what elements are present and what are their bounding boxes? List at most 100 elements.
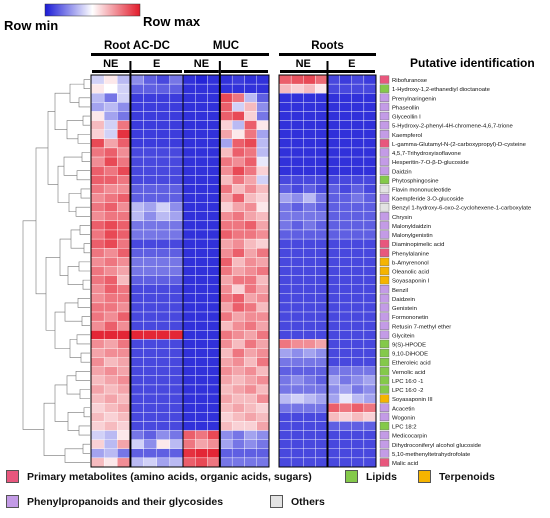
heatmap-cell bbox=[315, 384, 328, 395]
heatmap-cell bbox=[207, 193, 221, 203]
heatmap-cell bbox=[339, 384, 352, 395]
heatmap-cell bbox=[231, 74, 245, 85]
row-label: 9(S)-HPODE bbox=[392, 342, 426, 348]
heatmap-cell bbox=[278, 211, 292, 222]
heatmap-cell bbox=[278, 248, 292, 258]
row-label: L-gamma-Glutamyl-N-(2-carboxypropyl)-D-c… bbox=[392, 142, 527, 148]
category-swatch bbox=[379, 75, 390, 84]
heatmap-cell bbox=[315, 120, 328, 130]
heatmap-cell bbox=[143, 202, 157, 212]
heatmap-cell bbox=[231, 366, 245, 377]
heatmap-cell bbox=[256, 120, 270, 130]
heatmap-cell bbox=[363, 330, 377, 340]
heatmap-cell bbox=[169, 384, 184, 395]
heatmap-cell bbox=[363, 257, 377, 267]
heatmap-cell bbox=[130, 184, 144, 194]
category-swatch bbox=[379, 394, 390, 403]
heatmap-cell bbox=[278, 238, 292, 249]
heatmap-cell bbox=[327, 184, 340, 194]
heatmap-cell bbox=[363, 339, 377, 349]
heatmap-cell bbox=[156, 193, 171, 203]
heatmap-cell bbox=[169, 266, 184, 276]
heatmap-cell bbox=[117, 248, 131, 258]
heatmap-cell bbox=[231, 421, 245, 431]
heatmap-cell bbox=[182, 439, 196, 449]
heatmap-cell bbox=[169, 93, 184, 103]
heatmap-cell bbox=[256, 175, 270, 185]
heatmap-cell bbox=[117, 302, 131, 313]
dendrogram-branch bbox=[80, 352, 90, 363]
row-label: Daidzein bbox=[392, 297, 415, 303]
heatmap-cell bbox=[327, 439, 340, 449]
heatmap-cell bbox=[156, 430, 171, 440]
category-swatch bbox=[379, 157, 390, 166]
heatmap-cell bbox=[117, 147, 131, 158]
heatmap-cell bbox=[156, 366, 171, 377]
heatmap-cell bbox=[195, 430, 208, 440]
heatmap-cell bbox=[130, 348, 144, 358]
heatmap-cell bbox=[244, 430, 257, 440]
heatmap-cell bbox=[207, 138, 221, 149]
row-label: LPC 18:2 bbox=[392, 425, 417, 431]
heatmap-cell bbox=[244, 284, 257, 294]
heatmap-cell bbox=[315, 393, 328, 404]
heatmap-cell bbox=[219, 156, 233, 167]
heatmap-cell bbox=[231, 430, 245, 440]
heatmap-cell bbox=[219, 439, 233, 449]
heatmap-cell bbox=[130, 257, 144, 267]
row-label: LPC 16:0 -2 bbox=[392, 388, 423, 394]
category-swatch bbox=[379, 93, 390, 102]
heatmap-cell bbox=[244, 375, 257, 386]
heatmap-cell bbox=[195, 138, 208, 149]
heatmap-cell bbox=[169, 339, 184, 349]
subgroup-label: NE bbox=[103, 58, 118, 70]
heatmap-cell bbox=[231, 138, 245, 149]
heatmap-cell bbox=[363, 229, 377, 240]
heatmap-cell bbox=[327, 238, 340, 249]
heatmap-cell bbox=[117, 320, 131, 331]
heatmap-cell bbox=[290, 311, 304, 322]
dendrogram-branch bbox=[69, 83, 84, 103]
heatmap-cell bbox=[130, 238, 144, 249]
heatmap-cell bbox=[182, 430, 196, 440]
heatmap-cell bbox=[327, 393, 340, 404]
heatmap-cell bbox=[130, 220, 144, 231]
heatmap-cell bbox=[219, 220, 233, 231]
heatmap-cell bbox=[117, 384, 131, 395]
heatmap-cell bbox=[130, 439, 144, 449]
category-swatch bbox=[379, 385, 390, 394]
heatmap-cell bbox=[182, 238, 196, 249]
dendrogram-branch bbox=[78, 425, 90, 436]
row-label: Retusin 7-methyl ether bbox=[392, 324, 451, 330]
category-swatch bbox=[379, 330, 390, 339]
heatmap-cell bbox=[278, 74, 292, 85]
heatmap-cell bbox=[351, 257, 365, 267]
heatmap-cell bbox=[244, 439, 257, 449]
legend-item-others: Others bbox=[270, 495, 325, 508]
heatmap-cell bbox=[339, 229, 352, 240]
heatmap-cell bbox=[278, 384, 292, 395]
heatmap-cell bbox=[219, 293, 233, 304]
heatmap-cell bbox=[315, 348, 328, 358]
heatmap-cell bbox=[143, 74, 157, 85]
row-label: Hesperitin-7-O-β-D-glucoside bbox=[392, 160, 469, 166]
heatmap-cell bbox=[256, 439, 270, 449]
heatmap-cell bbox=[256, 430, 270, 440]
dendrogram-branch bbox=[76, 170, 90, 181]
heatmap-cell bbox=[339, 311, 352, 322]
heatmap-cell bbox=[278, 421, 292, 431]
heatmap-cell bbox=[290, 74, 304, 85]
heatmap-cell bbox=[278, 184, 292, 194]
heatmap-cell bbox=[103, 193, 118, 203]
heatmap-cell bbox=[103, 248, 118, 258]
block-border bbox=[182, 74, 270, 468]
heatmap-cell bbox=[90, 202, 105, 212]
category-swatch bbox=[379, 239, 390, 248]
heatmap-cell bbox=[130, 147, 144, 158]
heatmap-cell bbox=[130, 175, 144, 185]
heatmap-cell bbox=[327, 275, 340, 285]
heatmap-cell bbox=[303, 138, 316, 149]
heatmap-cell bbox=[182, 330, 196, 340]
heatmap-cell bbox=[169, 238, 184, 249]
